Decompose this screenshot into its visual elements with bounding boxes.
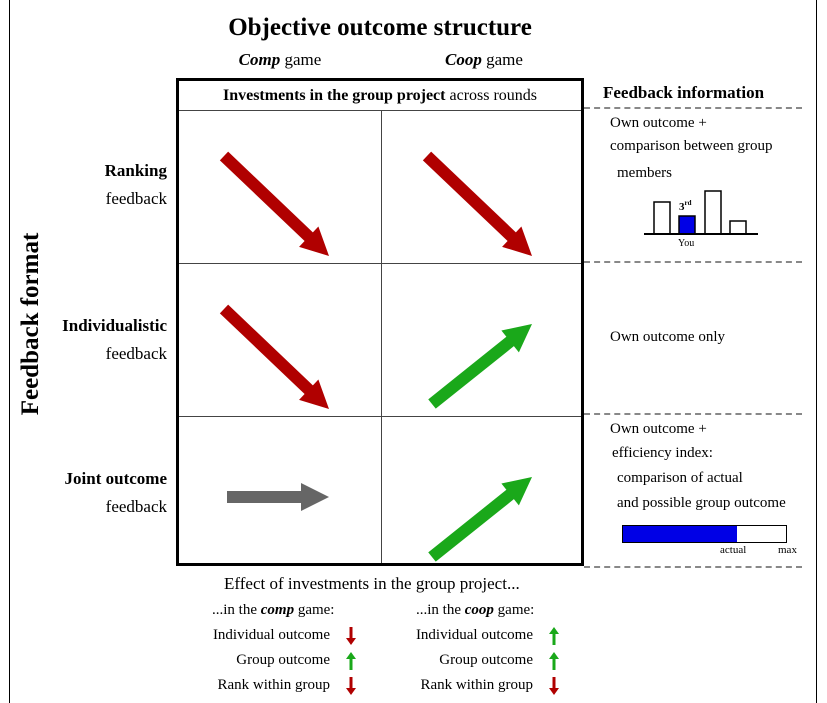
- comp-head-post: game:: [294, 602, 334, 618]
- coop-head-post: game:: [494, 602, 534, 618]
- trend-arrow-up: [428, 324, 532, 409]
- ranking-bar-illustration: 3rd You: [640, 186, 762, 250]
- trend-arrow-down: [220, 305, 329, 409]
- efficiency-actual-label: actual: [720, 544, 746, 556]
- trend-arrow-down: [220, 152, 329, 256]
- grid-header-rest: across rounds: [445, 87, 537, 104]
- effect-coop-label: Group outcome: [439, 652, 533, 669]
- trend-arrow-down: [423, 152, 532, 256]
- coop-head-pre: ...in the: [416, 602, 465, 618]
- rank-bar: [654, 202, 670, 234]
- comp-head-pre: ...in the: [212, 602, 261, 618]
- ranking-info-line: members: [617, 159, 672, 187]
- individualistic-info: Own outcome only: [610, 323, 725, 351]
- row-ranking-rest: feedback: [106, 189, 167, 208]
- arrow-cell: [179, 417, 381, 569]
- effect-arrow-up-icon: [548, 651, 560, 671]
- column-header-coop: Coop game: [384, 50, 584, 70]
- effect-arrow-down-icon: [548, 676, 560, 696]
- trend-arrow-up: [428, 477, 532, 562]
- column-comp-rest: game: [280, 50, 321, 69]
- arrow-cell: [382, 417, 584, 569]
- figure-title: Objective outcome structure: [0, 14, 760, 42]
- effect-coop-label: Rank within group: [421, 677, 534, 694]
- efficiency-bar-fill: [623, 526, 737, 542]
- effect-coop-arrow: [548, 651, 560, 671]
- y-axis-label: Feedback format: [17, 224, 45, 424]
- grid-header-bold: Investments in the group project: [223, 87, 446, 104]
- ranking-info-line: comparison between group: [610, 132, 772, 160]
- effects-coop-heading: ...in the coop game:: [416, 602, 534, 619]
- efficiency-max-label: max: [778, 544, 797, 556]
- trend-arrow-flat: [227, 483, 329, 511]
- effect-comp-arrow: [345, 651, 357, 671]
- arrow-cell: [382, 264, 584, 416]
- arrow-cell: [382, 111, 584, 263]
- effect-arrow-down-icon: [345, 626, 357, 646]
- row-joint-bold: Joint outcome: [65, 469, 167, 488]
- effect-comp-label: Group outcome: [236, 652, 330, 669]
- rank-label: 3rd: [679, 199, 692, 213]
- column-comp-bold: Comp: [239, 50, 281, 69]
- rank-bar-you: [679, 216, 695, 234]
- row-ranking-bold: Ranking: [105, 161, 167, 180]
- column-coop-rest: game: [482, 50, 523, 69]
- feedback-info-heading: Feedback information: [603, 83, 764, 103]
- effects-comp-heading: ...in the comp game:: [212, 602, 334, 619]
- effect-comp-label: Rank within group: [218, 677, 331, 694]
- arrow-cell: [179, 264, 381, 416]
- dashed-divider: [584, 261, 802, 263]
- joint-info-line: comparison of actual: [617, 464, 743, 492]
- comp-head-bold: comp: [261, 602, 294, 618]
- arrow-cell: [179, 111, 381, 263]
- effect-arrow-down-icon: [345, 676, 357, 696]
- row-label-joint: Joint outcome feedback: [65, 465, 167, 521]
- column-header-comp: Comp game: [180, 50, 380, 70]
- row-label-ranking: Ranking feedback: [105, 157, 167, 213]
- effect-comp-label: Individual outcome: [213, 627, 330, 644]
- effect-comp-arrow: [345, 676, 357, 696]
- effect-comp-arrow: [345, 626, 357, 646]
- joint-info-line: and possible group outcome: [617, 489, 786, 517]
- rank-you-label: You: [678, 238, 694, 249]
- joint-info-line: efficiency index:: [612, 439, 713, 467]
- dashed-divider: [584, 566, 802, 568]
- rank-bar: [730, 221, 746, 234]
- effects-title: Effect of investments in the group proje…: [224, 574, 520, 594]
- row-individualistic-bold: Individualistic: [62, 316, 167, 335]
- coop-head-bold: coop: [465, 602, 494, 618]
- effect-arrow-up-icon: [548, 626, 560, 646]
- row-joint-rest: feedback: [106, 497, 167, 516]
- effect-coop-label: Individual outcome: [416, 627, 533, 644]
- outcome-grid: Investments in the group project across …: [176, 78, 584, 566]
- row-individualistic-rest: feedback: [106, 344, 167, 363]
- rank-bar: [705, 191, 721, 234]
- effect-arrow-up-icon: [345, 651, 357, 671]
- row-label-individualistic: Individualistic feedback: [62, 312, 167, 368]
- column-coop-bold: Coop: [445, 50, 482, 69]
- effect-coop-arrow: [548, 626, 560, 646]
- efficiency-bar: [622, 525, 787, 543]
- effect-coop-arrow: [548, 676, 560, 696]
- grid-header: Investments in the group project across …: [179, 81, 581, 111]
